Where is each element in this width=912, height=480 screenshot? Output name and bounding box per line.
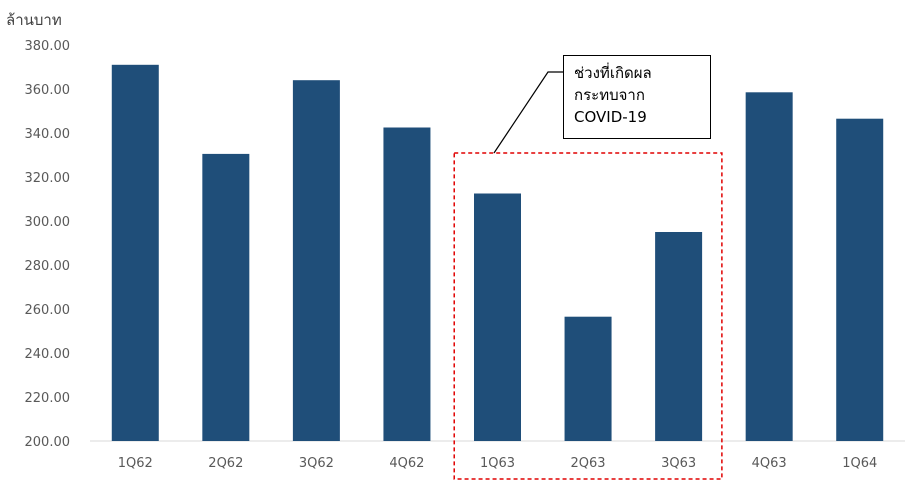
y-tick-label: 320.00 <box>25 171 71 186</box>
x-tick-label: 2Q62 <box>208 456 243 471</box>
bar <box>383 127 431 441</box>
bar <box>836 118 884 441</box>
annotation-line-1: ช่วงที่เกิดผล <box>574 64 652 82</box>
covid-annotation-box: ช่วงที่เกิดผล กระทบจาก COVID-19 <box>563 55 711 139</box>
x-tick-label: 1Q62 <box>118 456 153 471</box>
annotation-line-3: COVID-19 <box>574 108 647 126</box>
bar <box>292 80 340 441</box>
y-tick-label: 360.00 <box>25 83 71 98</box>
y-tick-label: 340.00 <box>25 127 71 142</box>
annotation-line-2: กระทบจาก <box>574 86 645 104</box>
bar <box>474 193 521 441</box>
y-tick-label: 280.00 <box>25 259 71 274</box>
bar <box>564 316 612 441</box>
x-tick-label: 3Q62 <box>299 456 334 471</box>
x-tick-label: 1Q63 <box>480 456 515 471</box>
y-tick-label: 240.00 <box>25 347 71 362</box>
y-tick-label: 380.00 <box>25 39 71 54</box>
y-tick-label: 300.00 <box>25 215 71 230</box>
y-tick-label: 200.00 <box>25 435 71 450</box>
x-tick-label: 4Q62 <box>389 456 424 471</box>
bar <box>745 92 793 442</box>
x-tick-label: 4Q63 <box>752 456 787 471</box>
x-tick-label: 2Q63 <box>571 456 606 471</box>
y-tick-label: 220.00 <box>25 391 71 406</box>
y-axis-unit-label: ล้านบาท <box>6 11 62 29</box>
y-tick-label: 260.00 <box>25 303 71 318</box>
bar <box>111 64 159 442</box>
x-tick-label: 3Q63 <box>661 456 696 471</box>
bar <box>202 153 250 441</box>
bar <box>655 232 703 441</box>
annotation-leader-line <box>493 71 563 154</box>
covid-highlight-box <box>453 152 723 480</box>
x-tick-label: 1Q64 <box>842 456 877 471</box>
